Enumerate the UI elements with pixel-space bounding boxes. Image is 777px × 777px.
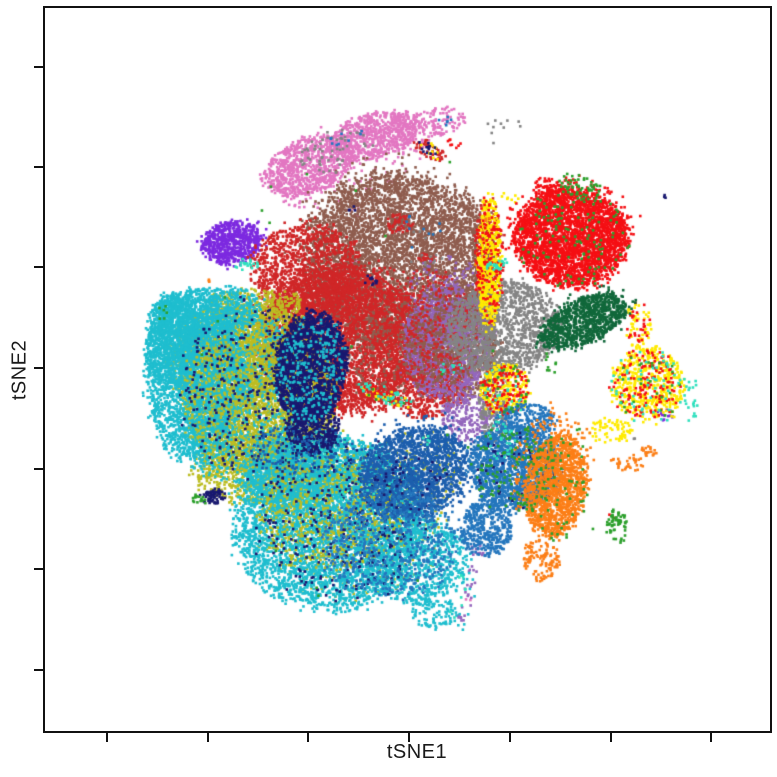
x-tick <box>710 733 712 742</box>
x-axis-label: tSNE1 <box>386 741 448 763</box>
y-tick <box>34 166 43 168</box>
y-tick <box>34 266 43 268</box>
y-tick <box>34 66 43 68</box>
x-tick <box>307 733 309 742</box>
y-tick <box>34 367 43 369</box>
y-tick <box>34 669 43 671</box>
x-tick <box>106 733 108 742</box>
plot-frame <box>43 6 772 733</box>
x-tick <box>207 733 209 742</box>
x-tick <box>509 733 511 742</box>
x-tick <box>610 733 612 742</box>
y-tick <box>34 568 43 570</box>
x-tick <box>408 733 410 742</box>
y-tick <box>34 468 43 470</box>
y-axis-label: tSNE2 <box>8 339 31 401</box>
